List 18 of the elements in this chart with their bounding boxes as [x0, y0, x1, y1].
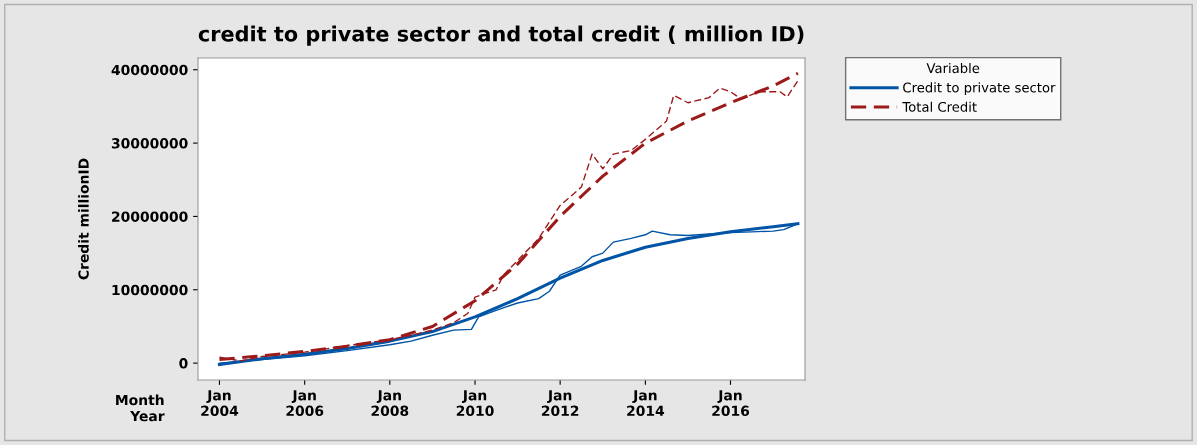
x-tick-label: Jan 2016 [712, 390, 750, 417]
x-tick-label: Jan 2006 [286, 390, 324, 417]
y-tick-label: 20000000 [112, 211, 188, 222]
legend-label: Total Credit [902, 101, 977, 112]
y-tick-label: 10000000 [112, 284, 188, 296]
x-tick-label: Jan 2008 [371, 390, 409, 417]
legend-title: Variable [926, 62, 980, 74]
y-axis-title: Credit millionID [78, 158, 89, 280]
x-tick-label: Jan 2012 [541, 390, 579, 417]
y-tick-label: 40000000 [111, 64, 188, 76]
x-tick-label: Jan 2004 [201, 390, 239, 417]
x-tick-label: Jan 2014 [627, 390, 665, 417]
y-tick-label: 30000000 [111, 138, 188, 149]
y-tick-label: 0 [179, 358, 188, 369]
chart-title: credit to private sector and total credit ( million ID) [198, 25, 804, 46]
text: Month Year [116, 394, 165, 422]
x-tick-label: Jan 2010 [456, 390, 494, 417]
legend-label: Credit to private sector [903, 82, 1056, 96]
